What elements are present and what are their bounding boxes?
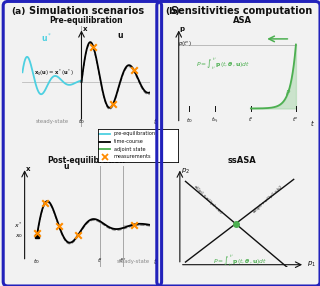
Text: $P = \int_{t'}^{t''} \mathbf{p}(t, \boldsymbol{\theta}, \mathbf{u})dt$: $P = \int_{t'}^{t''} \mathbf{p}(t, \bold… — [212, 253, 267, 269]
Text: $\mathbf{u}$: $\mathbf{u}$ — [117, 31, 124, 40]
Point — [131, 67, 136, 72]
Text: t: t — [153, 119, 156, 125]
Text: pre-equilibration: pre-equilibration — [114, 132, 156, 136]
Text: $P = \int_{t'}^{t''} \mathbf{p}(t, \boldsymbol{\theta}, \mathbf{u})dt$: $P = \int_{t'}^{t''} \mathbf{p}(t, \bold… — [196, 56, 250, 72]
Text: $p(t'')$: $p(t'')$ — [178, 40, 192, 49]
Text: $t_0$: $t_0$ — [78, 117, 85, 126]
Text: (a): (a) — [11, 7, 26, 16]
Text: adjoint state: adjoint state — [114, 147, 145, 152]
Text: $t'$: $t'$ — [248, 116, 254, 124]
Text: measurements: measurements — [114, 154, 151, 159]
Text: steady-state: steady-state — [117, 259, 150, 264]
Text: $x^*$: $x^*$ — [14, 221, 23, 230]
Text: $\mathbf{u}^*$: $\mathbf{u}^*$ — [42, 31, 52, 43]
Text: Simulation scenarios: Simulation scenarios — [29, 6, 144, 16]
Point — [57, 224, 62, 229]
Text: x: x — [26, 166, 30, 172]
Title: Post-equilibration: Post-equilibration — [47, 156, 125, 165]
Title: Pre-equilibration: Pre-equilibration — [50, 16, 123, 25]
Text: (b): (b) — [165, 7, 180, 16]
Text: $t_0$: $t_0$ — [33, 257, 40, 266]
Text: $x_0$: $x_0$ — [15, 232, 23, 240]
Text: $t_0$: $t_0$ — [186, 116, 192, 124]
Text: t: t — [311, 120, 313, 126]
Text: t: t — [154, 259, 156, 265]
Point — [131, 222, 136, 227]
Text: p: p — [180, 27, 185, 33]
Text: $t_{n_t}$: $t_{n_t}$ — [211, 116, 219, 125]
Text: steady-state: steady-state — [36, 119, 68, 124]
Text: time-course: time-course — [114, 139, 143, 144]
Text: Sensitivities computation: Sensitivities computation — [171, 6, 312, 16]
Point — [110, 102, 116, 106]
Text: $t''$: $t''$ — [292, 116, 300, 124]
Text: $\mathbf{x}_0(\mathbf{u}) = \mathbf{x}^*(\mathbf{u}^*)$: $\mathbf{x}_0(\mathbf{u}) = \mathbf{x}^*… — [34, 68, 74, 78]
Point — [76, 233, 81, 237]
Text: $\mathbf{u}$: $\mathbf{u}$ — [63, 162, 70, 171]
Title: ASA: ASA — [233, 16, 252, 25]
Text: x: x — [83, 27, 87, 33]
Text: $P$: $P$ — [285, 88, 291, 97]
Point — [91, 44, 96, 49]
Text: $t''$: $t''$ — [119, 256, 126, 265]
Point — [35, 230, 40, 235]
Text: $p_1$: $p_1$ — [307, 260, 316, 269]
Text: $p_2$: $p_2$ — [181, 167, 190, 176]
Title: ssASA: ssASA — [228, 156, 257, 165]
Text: $t'$: $t'$ — [97, 256, 103, 265]
Point — [42, 201, 47, 206]
Text: $a_{11}p_1 + a_{12}p_2 = b_1$: $a_{11}p_1 + a_{12}p_2 = b_1$ — [191, 182, 225, 217]
Text: $a_{21}p_1 + a_{22}p_2 = b_2$: $a_{21}p_1 + a_{22}p_2 = b_2$ — [250, 183, 285, 216]
